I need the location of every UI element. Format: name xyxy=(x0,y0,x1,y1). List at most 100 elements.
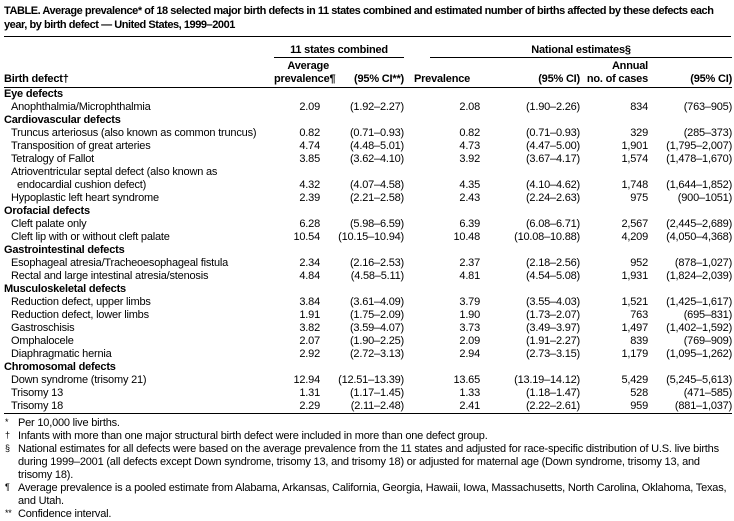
table-row: Reduction defect, upper limbs 3.84 (3.61–4… xyxy=(4,296,732,309)
value-cell: (1,095–1,262) xyxy=(666,348,733,360)
value-cell: 2.39 xyxy=(299,192,320,204)
value-cell: 763 xyxy=(630,309,649,321)
value-cell: 2.41 xyxy=(459,400,481,412)
value-cell: 1,497 xyxy=(621,322,649,334)
birth-defect-label: Esophageal atresia/Tracheoesophageal fis… xyxy=(11,257,229,269)
section-header: Cardiovascular defects xyxy=(4,114,121,126)
col-header-average-prevalence: Average prevalence¶ xyxy=(274,57,336,88)
birth-defect-label: Trisomy 13 xyxy=(11,387,63,399)
footnote-text: Per 10,000 live births. xyxy=(18,417,120,429)
value-cell: (5,245–5,613) xyxy=(666,374,733,386)
value-cell: 834 xyxy=(630,101,649,113)
value-cell: (2.73–3.15) xyxy=(525,348,581,360)
footnote: ** Confidence interval. xyxy=(4,508,731,521)
value-cell: 1.33 xyxy=(459,387,481,399)
footnote-text: National estimates for all defects were … xyxy=(18,443,719,481)
value-cell: (2.22–2.61) xyxy=(525,400,581,412)
value-cell: 12.94 xyxy=(293,374,320,386)
value-cell: 1,179 xyxy=(621,348,649,360)
table-row: Cleft palate only 6.28 (5.98–6.59) 6.39 (6.0… xyxy=(4,218,732,231)
value-cell: (1,644–1,852) xyxy=(666,179,733,191)
value-cell: (1.75–2.09) xyxy=(349,309,405,321)
value-cell: 10.54 xyxy=(293,231,320,243)
value-cell: 3.92 xyxy=(459,153,481,165)
col-header-prevalence: Prevalence xyxy=(404,57,481,88)
birth-defect-label: Atrioventricular septal defect (also kno… xyxy=(11,166,218,191)
footnote: ¶ Average prevalence is a pooled estimate… xyxy=(4,482,731,508)
value-cell: 959 xyxy=(630,400,649,412)
value-cell: 4.32 xyxy=(299,179,320,191)
value-cell: (2,445–2,689) xyxy=(666,218,733,230)
footnote: * Per 10,000 live births. xyxy=(4,417,731,430)
value-cell: 3.84 xyxy=(299,296,320,308)
value-cell: 1.91 xyxy=(299,309,320,321)
value-cell: (4.47–5.00) xyxy=(525,140,581,152)
table-title: TABLE. Average prevalence* of 18 selecte… xyxy=(4,5,731,37)
value-cell: (4.54–5.08) xyxy=(525,270,581,282)
table-row: Diaphragmatic hernia 2.92 (2.72–3.13) 2.94 (… xyxy=(4,348,732,361)
birth-defect-label: Cleft palate only xyxy=(11,218,87,230)
table-row: Reduction defect, lower limbs 1.91 (1.75–2… xyxy=(4,309,732,322)
value-cell: (769–909) xyxy=(683,335,733,347)
value-cell: (763–905) xyxy=(683,101,733,113)
column-header-row: Birth defect† Average prevalence¶ (95% C… xyxy=(4,57,732,88)
table-row: Rectal and large intestinal atresia/sten… xyxy=(4,270,732,283)
birth-defect-label: Gastroschisis xyxy=(11,322,75,334)
table-row: Anophthalmia/Microphthalmia 2.09 (1.92–2.2… xyxy=(4,101,732,114)
value-cell: 3.79 xyxy=(459,296,481,308)
value-cell: 13.65 xyxy=(453,374,481,386)
group-header-national-label: National estimates§ xyxy=(430,44,733,58)
value-cell: 6.39 xyxy=(459,218,481,230)
col-header-95ci-cases: (95% CI) xyxy=(648,57,732,88)
section-header-row: Cardiovascular defects xyxy=(4,114,732,127)
section-header-row: Eye defects xyxy=(4,88,732,102)
table-row: Hypoplastic left heart syndrome 2.39 (2.21… xyxy=(4,192,732,205)
value-cell: 1,521 xyxy=(621,296,649,308)
value-cell: 329 xyxy=(630,127,649,139)
value-cell: (10.08–10.88) xyxy=(514,231,581,243)
footnote-text: Average prevalence is a pooled estimate … xyxy=(18,482,727,507)
value-cell: (3.61–4.09) xyxy=(349,296,405,308)
section-header: Eye defects xyxy=(4,88,63,100)
value-cell: 1,748 xyxy=(621,179,649,191)
table-row: Trisomy 13 1.31 (1.17–1.45) 1.33 (1.18–1.47)… xyxy=(4,387,732,400)
footnote-text: Confidence interval. xyxy=(18,508,112,520)
footnote-marker: † xyxy=(5,430,10,440)
value-cell: 1,931 xyxy=(621,270,649,282)
value-cell: (2.21–2.58) xyxy=(349,192,405,204)
value-cell: 2.92 xyxy=(299,348,320,360)
value-cell: 1.31 xyxy=(299,387,320,399)
table-row: Omphalocele 2.07 (1.90–2.25) 2.09 (1.91–2.27… xyxy=(4,335,732,348)
birth-defect-label: Rectal and large intestinal atresia/sten… xyxy=(11,270,209,282)
value-cell: 952 xyxy=(630,257,649,269)
footnote-marker: * xyxy=(5,417,9,427)
value-cell: (3.62–4.10) xyxy=(349,153,405,165)
value-cell: (881–1,037) xyxy=(674,400,733,412)
value-cell: (471–585) xyxy=(683,387,733,399)
value-cell: (285–373) xyxy=(683,127,733,139)
value-cell: (4,050–4,368) xyxy=(666,231,733,243)
section-header-row: Musculoskeletal defects xyxy=(4,283,732,296)
table-row: Trisomy 18 2.29 (2.11–2.48) 2.41 (2.22–2.61)… xyxy=(4,400,732,414)
section-header: Musculoskeletal defects xyxy=(4,283,126,295)
value-cell: 0.82 xyxy=(299,127,320,139)
value-cell: (1,795–2,007) xyxy=(666,140,733,152)
value-cell: (1.90–2.26) xyxy=(525,101,581,113)
table-row: Truncus arteriosus (also known as common… xyxy=(4,127,732,140)
footnote-marker: § xyxy=(5,443,10,453)
value-cell: 2.07 xyxy=(299,335,320,347)
group-header-row: 11 states combined National estimates§ xyxy=(4,37,733,58)
value-cell: (1,402–1,592) xyxy=(666,322,733,334)
value-cell: 2.94 xyxy=(459,348,481,360)
table-row: Atrioventricular septal defect (also kno… xyxy=(4,166,732,192)
footnote: § National estimates for all defects were… xyxy=(4,443,731,482)
value-cell: 2.09 xyxy=(459,335,481,347)
value-cell: (1.17–1.45) xyxy=(349,387,405,399)
value-cell: 6.28 xyxy=(299,218,320,230)
value-cell: (3.59–4.07) xyxy=(349,322,405,334)
value-cell: (0.71–0.93) xyxy=(349,127,405,139)
birth-defect-label: Transposition of great arteries xyxy=(11,140,151,152)
value-cell: (4.58–5.11) xyxy=(350,270,405,282)
value-cell: 1,574 xyxy=(621,153,649,165)
